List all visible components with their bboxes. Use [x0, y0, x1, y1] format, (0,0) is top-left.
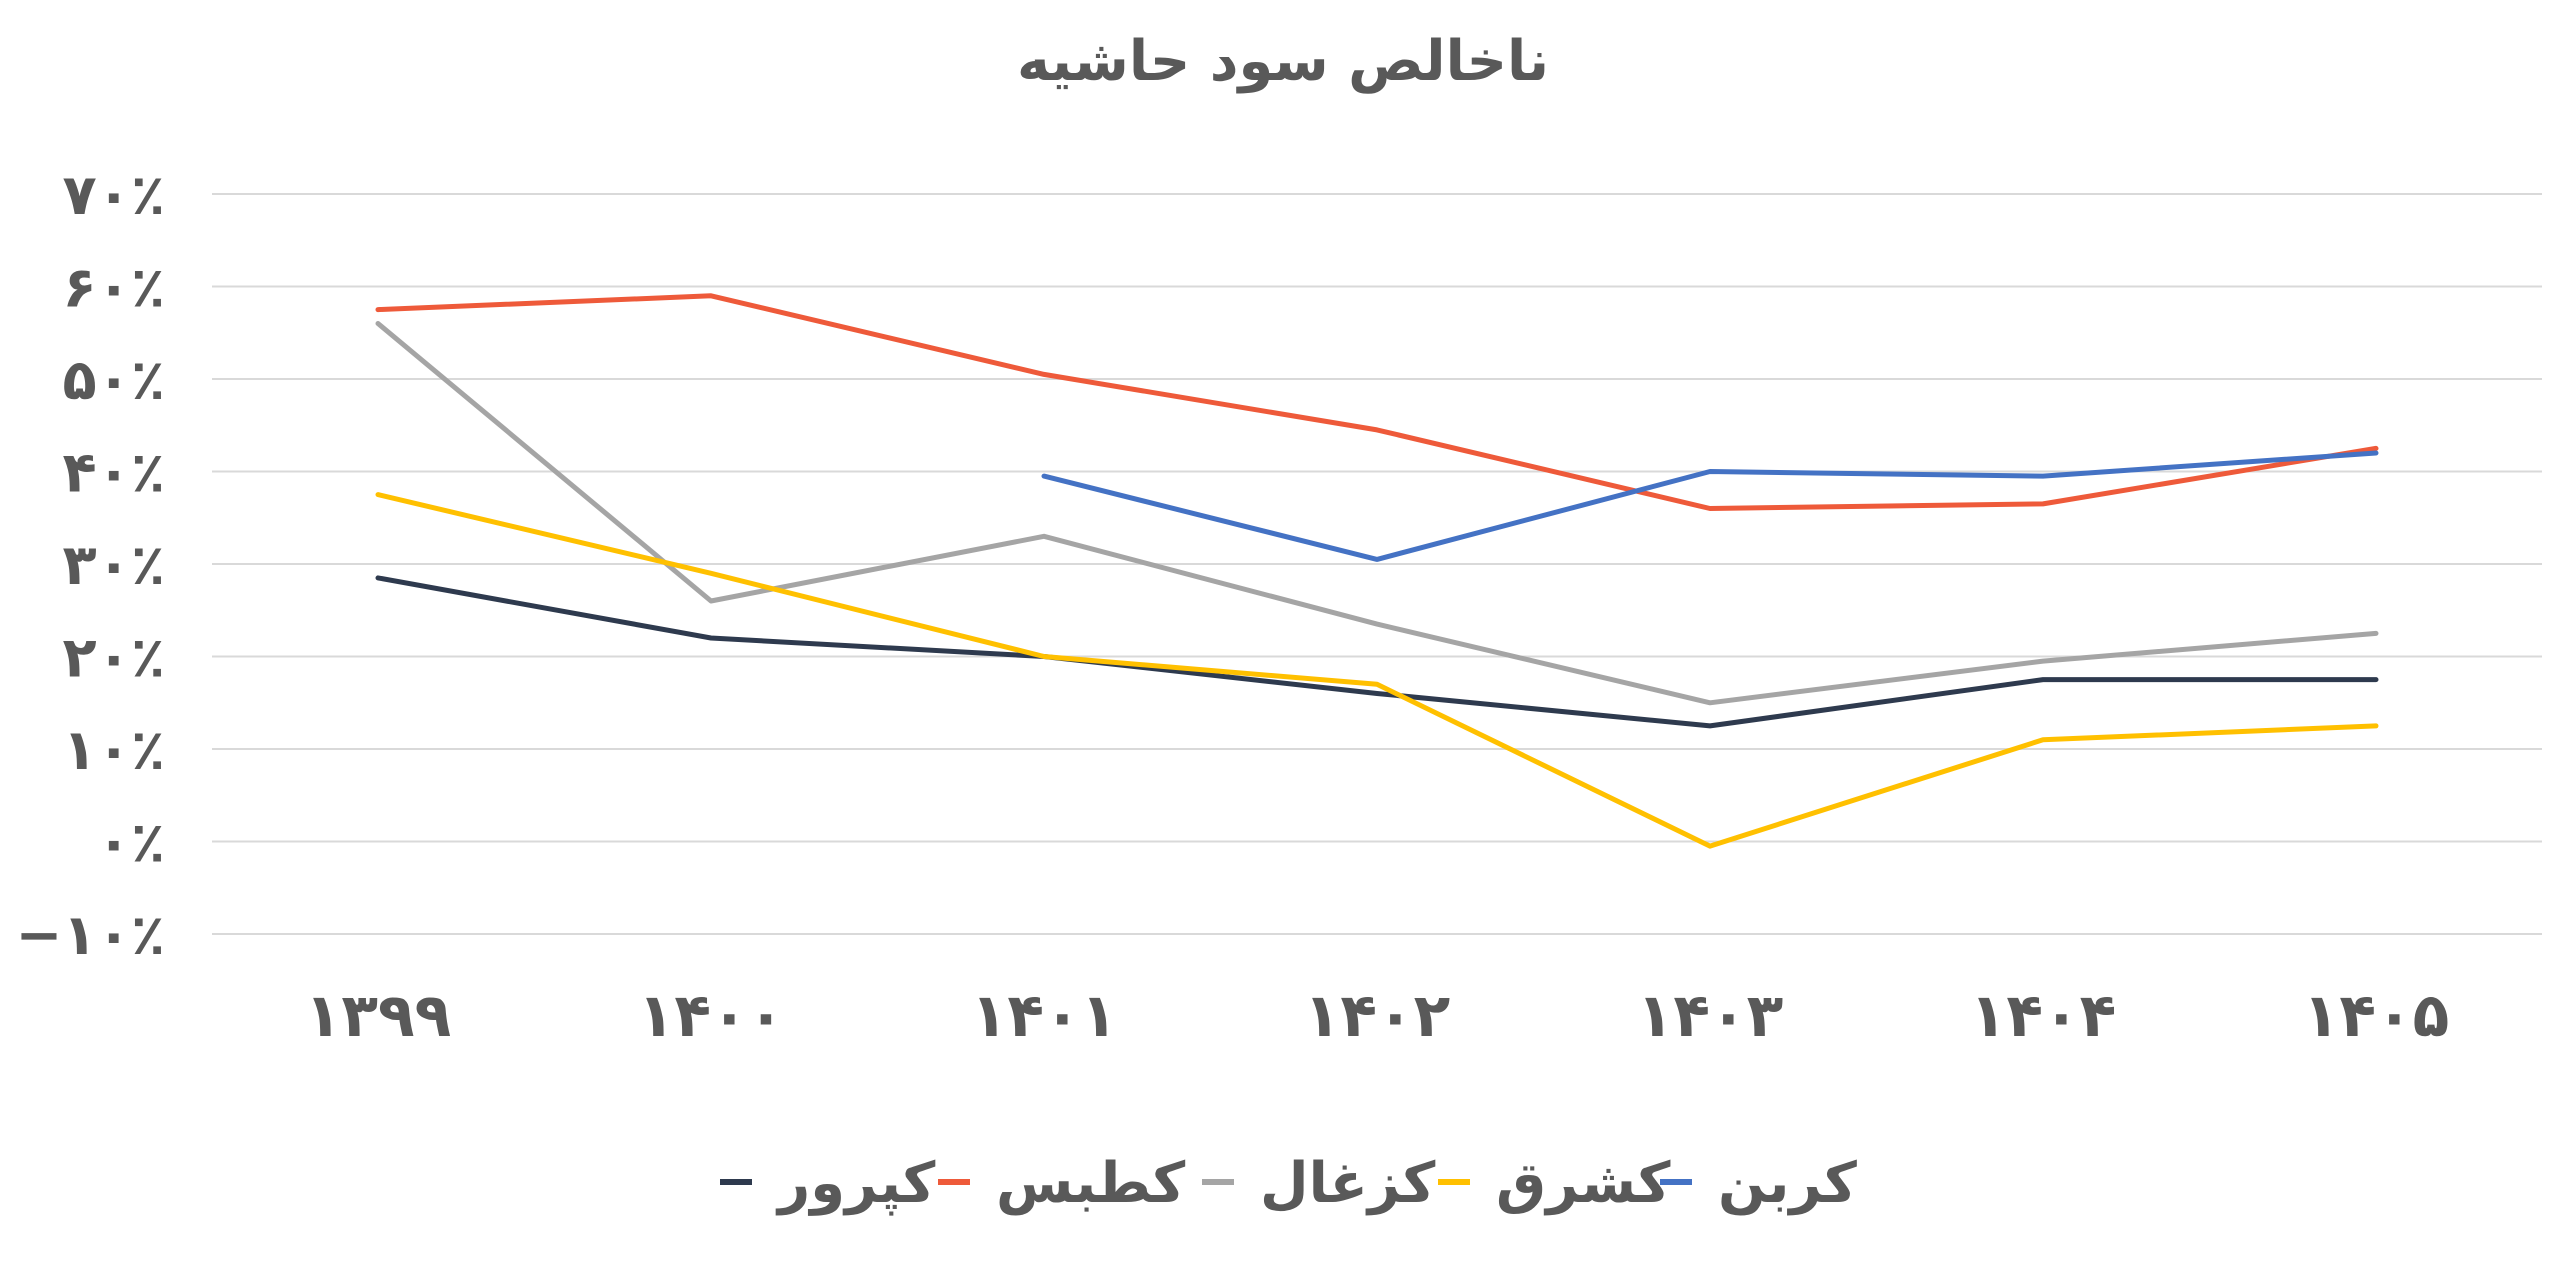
y-tick-label: ۴۰٪ [62, 441, 165, 506]
series-line-5 [1041, 450, 2379, 562]
x-tick-label: ۱۴۰۳ [1637, 981, 1783, 1051]
y-tick-label: ۳۰٪ [62, 533, 165, 598]
legend-label: کزغال [1260, 1151, 1436, 1216]
series [375, 293, 2379, 849]
x-tick-label: ۱۴۰۲ [1304, 981, 1450, 1051]
grid [212, 193, 2542, 935]
y-tick-label: −۱۰٪ [16, 903, 165, 968]
x-axis: ۱۳۹۹ ۱۴۰۰ ۱۴۰۱ ۱۴۰۲ ۱۴۰۳ ۱۴۰۴ ۱۴۰۵ [305, 981, 2449, 1051]
y-tick-label: ۶۰٪ [62, 256, 165, 321]
y-tick-label: ۰٪ [97, 811, 165, 876]
series-line-1 [375, 575, 2379, 729]
x-tick-label: ۱۴۰۴ [1970, 981, 2116, 1051]
x-tick-label: ۱۴۰۰ [638, 981, 784, 1051]
legend-label: کپرور [775, 1151, 936, 1216]
y-tick-label: ۷۰٪ [62, 163, 165, 228]
series-line-2 [375, 293, 2379, 511]
y-tick-label: ۱۰٪ [62, 718, 165, 783]
series-line-4 [375, 492, 2379, 849]
legend-label: کطبس [996, 1151, 1186, 1216]
x-tick-label: ۱۳۹۹ [305, 981, 451, 1051]
legend-label: کربن [1718, 1151, 1857, 1216]
legend-label: کشرق [1496, 1151, 1671, 1216]
series-line-3 [375, 321, 2379, 706]
chart-title: ناخالص سود حاشیه [1017, 29, 1549, 94]
x-tick-label: ۱۴۰۱ [971, 981, 1117, 1051]
y-tick-label: ۵۰٪ [62, 348, 165, 413]
legend: کپرور کطبس کزغال کشرق کربن [720, 1151, 1857, 1216]
y-axis: −۱۰٪ ۰٪ ۱۰٪ ۲۰٪ ۳۰٪ ۴۰٪ ۵۰٪ ۶۰٪ ۷۰٪ [16, 163, 165, 968]
x-tick-label: ۱۴۰۵ [2303, 981, 2449, 1051]
y-tick-label: ۲۰٪ [62, 626, 165, 691]
